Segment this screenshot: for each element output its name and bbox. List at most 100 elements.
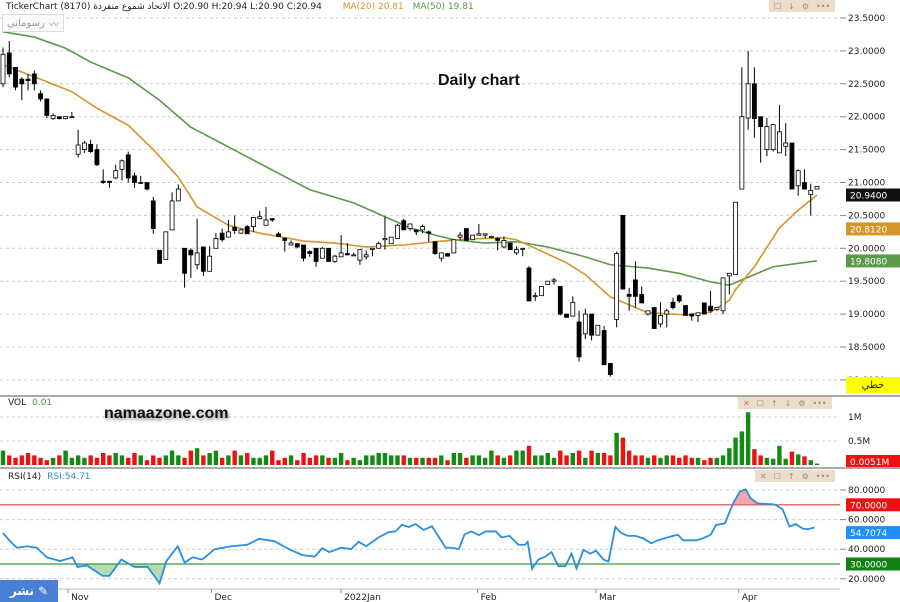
volume-bar (670, 455, 676, 465)
rsi-overbought-fill (3, 489, 815, 505)
candle (557, 286, 563, 316)
candle (733, 201, 738, 276)
volume-bar (576, 450, 582, 465)
volume-bar (326, 457, 331, 465)
volume-bar (595, 453, 601, 465)
candle-body-down (651, 307, 657, 329)
volume-bar (288, 455, 294, 465)
candle (476, 223, 482, 236)
more-icon[interactable]: ••• (815, 471, 830, 481)
site-watermark: namaazone.com (104, 405, 229, 422)
volume-bar (194, 448, 200, 465)
candle (451, 239, 457, 254)
volume-bar (32, 455, 37, 465)
candle (226, 220, 231, 238)
move-down-icon[interactable]: ↓ (784, 398, 792, 408)
move-down-icon[interactable]: ↓ (788, 1, 795, 11)
candle-body-down (307, 251, 313, 254)
candle (658, 302, 663, 328)
candle (119, 159, 125, 181)
volume-bar (426, 457, 431, 465)
volume-bar (414, 457, 419, 465)
volume-bar (439, 455, 444, 465)
volume-bar (107, 455, 112, 465)
volume-bar (57, 455, 62, 465)
linear-scale-button[interactable]: خطي (846, 377, 900, 393)
move-up-icon[interactable]: ↑ (787, 471, 795, 481)
candle (232, 215, 238, 234)
ma20-price-label: 20.8120 (850, 225, 887, 235)
move-up-icon[interactable]: ↑ (770, 398, 778, 408)
volume-bar (238, 455, 244, 465)
candle-body-up (482, 233, 488, 236)
candle (113, 164, 119, 180)
settings-icon[interactable]: ⚙ (798, 398, 806, 408)
rsi-value: RSI:54.71 (47, 472, 91, 482)
ma50-price-label-box (846, 254, 900, 268)
candle-body-down (751, 83, 757, 120)
candle (570, 296, 576, 317)
volume-bar (13, 457, 18, 465)
close-icon[interactable]: ✕ (743, 398, 750, 408)
candle (701, 302, 707, 315)
ma50-line-group (2, 31, 818, 286)
volume-bar (38, 457, 43, 465)
more-icon[interactable]: ••• (812, 398, 827, 408)
more-icon[interactable]: ••• (816, 1, 831, 11)
volume-tick-label: 0.5M (848, 437, 870, 447)
price-axis[interactable]: 23.5000 23.0000 22.5000 22.0000 21.5000 21.00… (840, 14, 900, 386)
volume-bar (720, 455, 726, 465)
volume-bar (626, 450, 632, 465)
candle-body-up (370, 247, 375, 251)
candle (326, 247, 332, 262)
volume-bar (583, 457, 588, 465)
price-tick-label: 23.5000 (848, 14, 885, 24)
share-button[interactable]: نشر ✎ (0, 580, 58, 602)
maximize-icon[interactable]: ☐ (774, 1, 782, 11)
candle (745, 50, 751, 130)
rsi-last-label-box (846, 526, 900, 540)
candle-body-up (420, 226, 425, 231)
volume-bar (633, 455, 638, 465)
volume-bar (332, 457, 338, 465)
settings-icon[interactable]: ⚙ (801, 1, 810, 11)
candle-body-up (163, 231, 169, 260)
candle-body-down (670, 301, 676, 308)
settings-icon[interactable]: ⚙ (801, 471, 809, 481)
candle-body-down (507, 242, 513, 251)
volume-bar (545, 453, 550, 465)
candle (276, 231, 281, 237)
volume-bar (19, 455, 24, 465)
volume-bar (608, 455, 613, 465)
candle (595, 324, 601, 336)
candle (263, 206, 269, 226)
candle (664, 308, 670, 328)
maximize-icon[interactable]: ☐ (773, 471, 781, 481)
candle-body-up (238, 229, 244, 234)
rsi-pane-toolbar: ✕ ☐ ↑ ⚙ ••• (755, 470, 835, 482)
my-drawings-button[interactable]: رسوماتي 〰 (2, 14, 64, 32)
candle-body-up (501, 240, 507, 248)
candle (238, 228, 244, 234)
candle-body-down (219, 232, 225, 241)
candle (301, 244, 306, 262)
volume-bar (689, 457, 694, 465)
candle (219, 228, 225, 242)
candle-body-down (44, 98, 50, 116)
volume-bar (201, 455, 206, 465)
volume-bar (420, 457, 425, 465)
volume-bar (470, 455, 475, 465)
candle-body-down (526, 267, 532, 302)
candle (6, 41, 12, 78)
volume-value: 0.01 (32, 398, 53, 408)
candle (194, 218, 200, 270)
close-icon[interactable]: ✕ (760, 471, 767, 481)
maximize-icon[interactable]: ☐ (756, 398, 764, 408)
candle-body-up (113, 170, 119, 179)
candle-body-up (645, 310, 651, 315)
candle-body-up (194, 252, 200, 266)
volume-bar (151, 455, 156, 465)
volume-bar (533, 455, 538, 465)
candle (332, 254, 338, 263)
